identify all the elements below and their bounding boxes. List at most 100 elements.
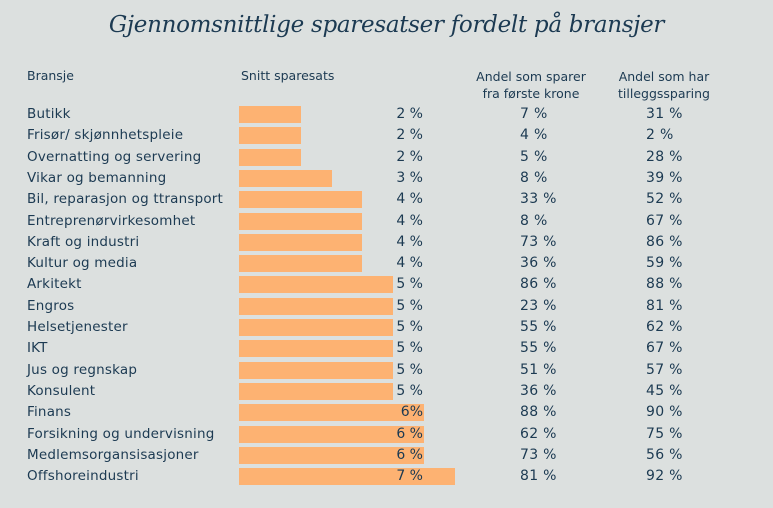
bransje-label: Butikk [27, 105, 71, 124]
sparesats-bar [239, 362, 393, 379]
andel-tilleggssparing-value: 86 % [646, 233, 683, 252]
sparesats-value: 5 % [383, 361, 423, 380]
bransje-label: Vikar og bemanning [27, 169, 166, 188]
andel-tilleggssparing-value: 67 % [646, 212, 683, 231]
table-row: Engros 5 % 23 % 81 % [0, 296, 773, 317]
andel-forste-krone-value: 4 % [520, 126, 548, 145]
table-row: Entreprenørvirkesomhet 4 % 8 % 67 % [0, 211, 773, 232]
bransje-label: Arkitekt [27, 275, 82, 294]
sparesats-bar [239, 149, 301, 166]
sparesats-bar [239, 340, 393, 357]
sparesats-bar [239, 170, 332, 187]
andel-tilleggssparing-value: 2 % [646, 126, 674, 145]
sparesats-bar [239, 255, 362, 272]
table-row: Finans 6% 88 % 90 % [0, 402, 773, 423]
andel-forste-krone-value: 62 % [520, 425, 557, 444]
andel-forste-krone-value: 23 % [520, 297, 557, 316]
sparesats-bar [239, 298, 393, 315]
header-snitt-sparesats: Snitt sparesats [241, 67, 334, 84]
andel-forste-krone-value: 33 % [520, 190, 557, 209]
sparesats-value: 4 % [383, 233, 423, 252]
andel-tilleggssparing-value: 90 % [646, 403, 683, 422]
table-row: Arkitekt 5 % 86 % 88 % [0, 274, 773, 295]
bransje-label: Frisør/ skjønnhetspleie [27, 126, 183, 145]
bransje-label: Entreprenørvirkesomhet [27, 212, 195, 231]
andel-forste-krone-value: 7 % [520, 105, 548, 124]
table-row: Jus og regnskap 5 % 51 % 57 % [0, 360, 773, 381]
andel-tilleggssparing-value: 75 % [646, 425, 683, 444]
andel-tilleggssparing-value: 28 % [646, 148, 683, 167]
bransje-label: Finans [27, 403, 71, 422]
sparesats-value: 2 % [383, 148, 423, 167]
andel-forste-krone-value: 5 % [520, 148, 548, 167]
table-row: Overnatting og servering 2 % 5 % 28 % [0, 147, 773, 168]
sparesats-bar [239, 276, 393, 293]
sparesats-value: 5 % [383, 275, 423, 294]
sparesats-bar [239, 106, 301, 123]
sparesats-value: 3 % [383, 169, 423, 188]
sparesats-value: 4 % [383, 190, 423, 209]
bransje-label: Bil, reparasjon og ttransport [27, 190, 223, 209]
andel-forste-krone-value: 55 % [520, 339, 557, 358]
andel-tilleggssparing-value: 81 % [646, 297, 683, 316]
andel-forste-krone-value: 8 % [520, 169, 548, 188]
sparesats-bar [239, 191, 362, 208]
table-row: Butikk 2 % 7 % 31 % [0, 104, 773, 125]
bransje-label: IKT [27, 339, 48, 358]
table-row: Helsetjenester 5 % 55 % 62 % [0, 317, 773, 338]
andel-tilleggssparing-value: 62 % [646, 318, 683, 337]
table-row: Vikar og bemanning 3 % 8 % 39 % [0, 168, 773, 189]
andel-tilleggssparing-value: 52 % [646, 190, 683, 209]
table-row: Konsulent 5 % 36 % 45 % [0, 381, 773, 402]
sparesats-value: 4 % [383, 212, 423, 231]
sparesats-value: 6% [383, 403, 423, 422]
andel-tilleggssparing-value: 45 % [646, 382, 683, 401]
sparesats-value: 7 % [383, 467, 423, 486]
table-row: Kraft og industri 4 % 73 % 86 % [0, 232, 773, 253]
andel-tilleggssparing-value: 56 % [646, 446, 683, 465]
andel-tilleggssparing-value: 88 % [646, 275, 683, 294]
table-row: Medlemsorgansisasjoner 6 % 73 % 56 % [0, 445, 773, 466]
sparesats-value: 5 % [383, 339, 423, 358]
bransje-label: Forsikning og undervisning [27, 425, 214, 444]
sparesats-bar [239, 383, 393, 400]
table-row: IKT 5 % 55 % 67 % [0, 338, 773, 359]
andel-forste-krone-value: 36 % [520, 254, 557, 273]
header-andel-tillegg-line2: tilleggssparing [604, 85, 724, 102]
sparesats-bar [239, 234, 362, 251]
bransje-label: Medlemsorgansisasjoner [27, 446, 199, 465]
header-andel-forste-krone: Andel som sparer fra første krone [466, 68, 596, 102]
andel-forste-krone-value: 73 % [520, 233, 557, 252]
sparesats-value: 6 % [383, 425, 423, 444]
sparesats-bar [239, 213, 362, 230]
bransje-label: Overnatting og servering [27, 148, 201, 167]
bransje-label: Offshoreindustri [27, 467, 139, 486]
sparesats-bar [239, 127, 301, 144]
andel-tilleggssparing-value: 57 % [646, 361, 683, 380]
sparesats-value: 5 % [383, 318, 423, 337]
bransje-label: Helsetjenester [27, 318, 128, 337]
andel-forste-krone-value: 73 % [520, 446, 557, 465]
andel-forste-krone-value: 88 % [520, 403, 557, 422]
header-andel-tilleggssparing: Andel som har tilleggssparing [604, 68, 724, 102]
andel-forste-krone-value: 8 % [520, 212, 548, 231]
andel-forste-krone-value: 51 % [520, 361, 557, 380]
sparesats-value: 6 % [383, 446, 423, 465]
header-andel-tillegg-line1: Andel som har [604, 68, 724, 85]
bransje-label: Engros [27, 297, 74, 316]
andel-tilleggssparing-value: 39 % [646, 169, 683, 188]
andel-tilleggssparing-value: 59 % [646, 254, 683, 273]
sparesats-value: 5 % [383, 297, 423, 316]
andel-tilleggssparing-value: 31 % [646, 105, 683, 124]
bransje-label: Jus og regnskap [27, 361, 137, 380]
table-row: Kultur og media 4 % 36 % 59 % [0, 253, 773, 274]
table-row: Frisør/ skjønnhetspleie 2 % 4 % 2 % [0, 125, 773, 146]
andel-forste-krone-value: 36 % [520, 382, 557, 401]
table-row: Forsikning og undervisning 6 % 62 % 75 % [0, 424, 773, 445]
andel-forste-krone-value: 86 % [520, 275, 557, 294]
bransje-label: Konsulent [27, 382, 95, 401]
sparesats-value: 2 % [383, 126, 423, 145]
sparesats-bar [239, 319, 393, 336]
chart-title: Gjennomsnittlige sparesatser fordelt på … [0, 12, 773, 38]
andel-forste-krone-value: 81 % [520, 467, 557, 486]
